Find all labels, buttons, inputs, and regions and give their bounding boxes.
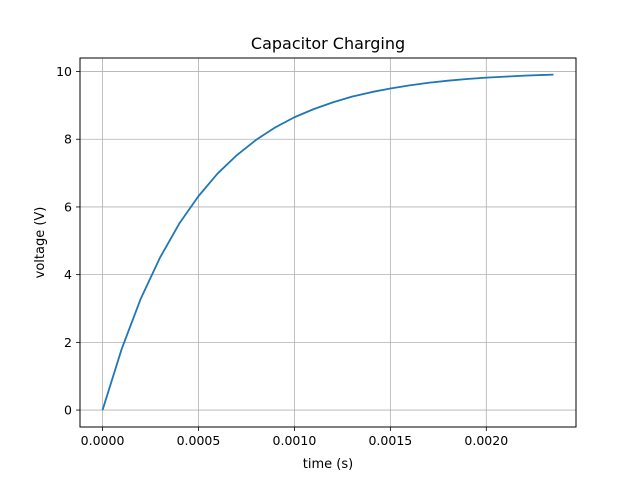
x-tick-label: 0.0015 bbox=[368, 433, 412, 448]
x-tick-label: 0.0005 bbox=[177, 433, 221, 448]
y-tick-label: 6 bbox=[64, 199, 72, 214]
series-layer bbox=[101, 73, 554, 411]
x-tick-label: 0.0020 bbox=[464, 433, 508, 448]
series-line bbox=[101, 73, 554, 411]
y-tick-label: 8 bbox=[64, 132, 72, 147]
y-tick-label: 4 bbox=[64, 267, 72, 282]
plot-frame bbox=[79, 57, 577, 428]
x-axis-label: time (s) bbox=[303, 457, 353, 472]
chart-title: Capacitor Charging bbox=[251, 34, 405, 53]
y-axis: 0 2 4 6 8 10 bbox=[56, 64, 80, 418]
y-tick-label: 0 bbox=[64, 403, 72, 418]
x-axis: 0.0000 0.0005 0.0010 0.0015 0.0020 bbox=[81, 427, 508, 448]
y-tick-label: 10 bbox=[56, 64, 72, 79]
x-tick-label: 0.0010 bbox=[273, 433, 317, 448]
x-tick-label: 0.0000 bbox=[81, 433, 125, 448]
y-axis-label: voltage (V) bbox=[33, 207, 48, 279]
grid bbox=[80, 58, 576, 427]
y-tick-label: 2 bbox=[64, 335, 72, 350]
